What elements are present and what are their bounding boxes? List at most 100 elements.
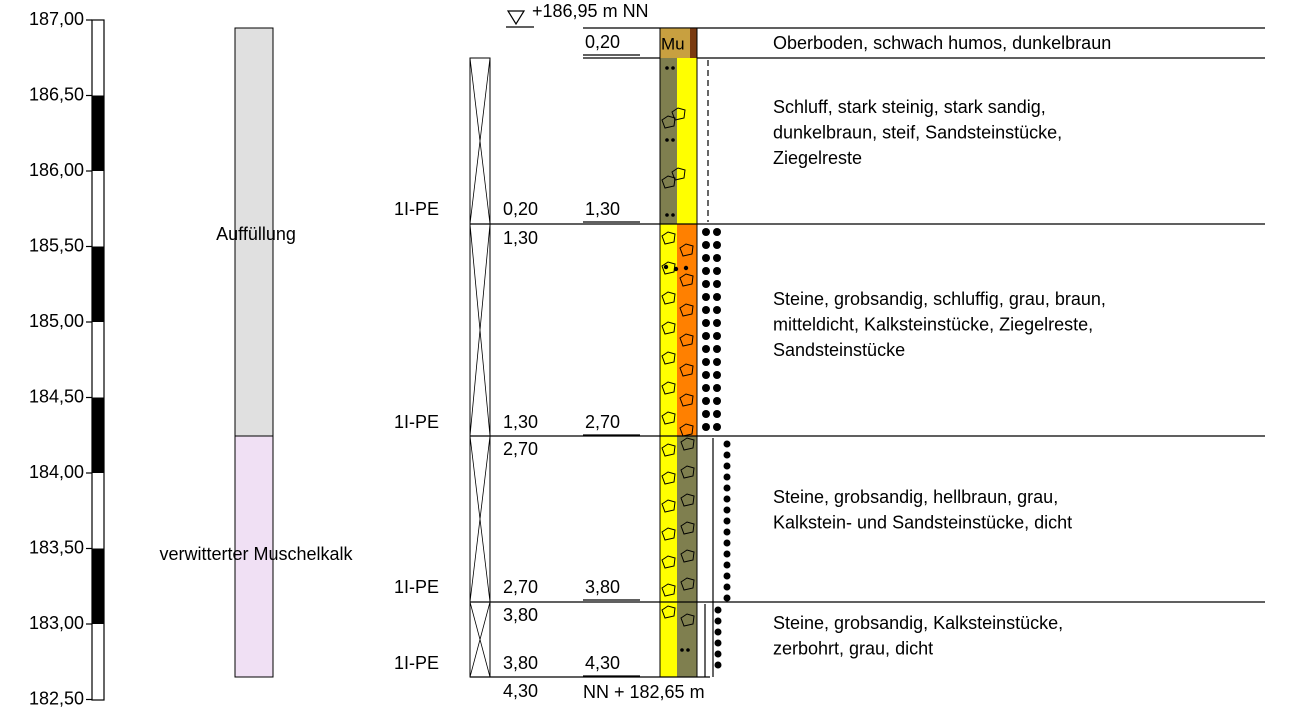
layer-fill xyxy=(690,28,697,58)
dot-symbol xyxy=(713,358,721,366)
dot-symbol xyxy=(713,280,721,288)
dot-symbol xyxy=(702,423,710,431)
dot-symbol xyxy=(713,371,721,379)
dot-symbol xyxy=(713,293,721,301)
scale-label: 185,00 xyxy=(29,311,84,331)
sample-from: 2,70 xyxy=(503,577,538,597)
sample-name: 1I-PE xyxy=(394,412,439,432)
dot-symbol xyxy=(724,584,731,591)
layer-fill xyxy=(677,58,697,224)
dot-symbol xyxy=(702,371,710,379)
layer-fill xyxy=(677,602,697,677)
layer-description: Steine, grobsandig, schluffig, grau, bra… xyxy=(773,289,1106,309)
dot-symbol xyxy=(713,423,721,431)
layer-top-depth: 4,30 xyxy=(503,681,538,701)
layer-top-depth: 1,30 xyxy=(503,228,538,248)
dot-symbol xyxy=(715,607,722,614)
dot-symbol xyxy=(713,410,721,418)
layer-description: Steine, grobsandig, Kalksteinstücke, xyxy=(773,613,1063,633)
scale-label: 184,00 xyxy=(29,462,84,482)
dot-symbol xyxy=(665,213,669,217)
dot-symbol xyxy=(713,254,721,262)
dot-symbol xyxy=(724,463,731,470)
scale-label: 183,50 xyxy=(29,537,84,557)
dot-symbol xyxy=(724,573,731,580)
dot-symbol xyxy=(665,66,669,70)
scale-label: 182,50 xyxy=(29,688,84,708)
sample-to: 1,30 xyxy=(585,199,620,219)
dot-symbol xyxy=(715,618,722,625)
dot-symbol xyxy=(724,452,731,459)
dot-symbol xyxy=(702,397,710,405)
sample-name: 1I-PE xyxy=(394,577,439,597)
texts: 1I-PE 0,20 1,30 1I-PE 1,30 2,70 1I-PE 2,70 3,80 1… xyxy=(394,33,1111,701)
layer-description: zerbohrt, grau, dicht xyxy=(773,638,933,658)
dot-symbol xyxy=(724,529,731,536)
sample-to: 2,70 xyxy=(585,412,620,432)
scale-label: 186,50 xyxy=(29,84,84,104)
dot-symbol xyxy=(713,397,721,405)
layer-fill xyxy=(660,436,677,602)
dot-symbol xyxy=(724,518,731,525)
dot-symbol xyxy=(702,280,710,288)
sample-name: 1I-PE xyxy=(394,199,439,219)
dot-symbol xyxy=(713,228,721,236)
dot-symbol xyxy=(680,648,684,652)
sample-boxes xyxy=(470,58,490,677)
sample-from: 0,20 xyxy=(503,199,538,219)
scale-labels: 187,00186,50186,00185,50185,00184,50184,… xyxy=(29,9,92,709)
dot-symbol xyxy=(671,138,675,142)
top-elevation: +186,95 m NN xyxy=(532,1,649,21)
layer-description: Schluff, stark steinig, stark sandig, xyxy=(773,97,1046,117)
dot-symbol xyxy=(702,332,710,340)
sample-cross xyxy=(470,436,490,602)
sample-to: 3,80 xyxy=(585,577,620,597)
scale-label: 183,00 xyxy=(29,613,84,633)
sample-from: 1,30 xyxy=(503,412,538,432)
dot-symbol xyxy=(684,266,688,270)
dot-symbol xyxy=(724,595,731,602)
dot-symbol xyxy=(664,265,668,269)
sample-cross xyxy=(470,602,490,677)
dot-symbol xyxy=(686,648,690,652)
bottom-elevation: NN + 182,65 m xyxy=(583,682,705,702)
dot-symbol xyxy=(671,66,675,70)
dot-symbol xyxy=(713,345,721,353)
dot-symbol xyxy=(713,319,721,327)
scale-segment xyxy=(92,398,104,474)
dot-symbol xyxy=(713,332,721,340)
layer-description: Ziegelreste xyxy=(773,148,862,168)
dot-symbol xyxy=(702,345,710,353)
dot-symbol xyxy=(713,384,721,392)
dot-symbol xyxy=(702,228,710,236)
borehole-log: 187,00186,50186,00185,50185,00184,50184,… xyxy=(0,0,1300,713)
sample-to: 4,30 xyxy=(585,653,620,673)
dot-symbol xyxy=(702,319,710,327)
layer-top-depth: 2,70 xyxy=(503,439,538,459)
dot-symbol xyxy=(674,267,678,271)
dot-symbol xyxy=(724,540,731,547)
layer-fill xyxy=(677,224,697,436)
dot-symbol xyxy=(702,384,710,392)
sample-name: 1I-PE xyxy=(394,653,439,673)
scale-label: 186,00 xyxy=(29,160,84,180)
dot-symbol xyxy=(715,662,722,669)
layer-description: Kalkstein- und Sandsteinstücke, dicht xyxy=(773,512,1072,532)
dot-symbol xyxy=(724,474,731,481)
unit-label: Auffüllung xyxy=(216,224,296,244)
dot-symbol xyxy=(715,629,722,636)
dot-symbol xyxy=(713,267,721,275)
sample-cross xyxy=(470,224,490,436)
scale-label: 184,50 xyxy=(29,386,84,406)
dot-symbol xyxy=(724,485,731,492)
sample-cross xyxy=(470,58,490,224)
layer-description: mitteldicht, Kalksteinstücke, Ziegelrest… xyxy=(773,314,1093,334)
dot-symbol xyxy=(724,496,731,503)
scale-segment xyxy=(92,549,104,625)
dot-symbol xyxy=(671,213,675,217)
dot-symbol xyxy=(702,358,710,366)
dot-symbol xyxy=(702,306,710,314)
dot-symbol xyxy=(724,562,731,569)
dot-symbol xyxy=(702,267,710,275)
layer-description: Steine, grobsandig, hellbraun, grau, xyxy=(773,487,1058,507)
